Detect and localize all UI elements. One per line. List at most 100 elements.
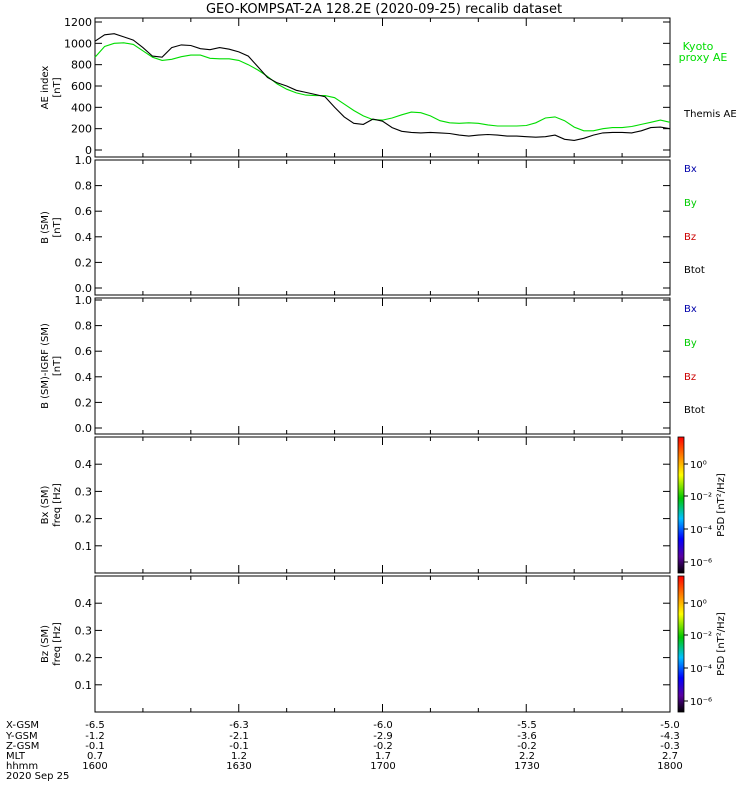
series-kyoto-proxy-ae <box>94 42 671 132</box>
ephemeris-value: 0.7 <box>87 751 103 762</box>
y-tick-label: 0.2 <box>75 652 93 665</box>
colorbar-gradient <box>677 436 685 574</box>
y-axis-label-line: [nT] <box>52 356 63 376</box>
colorbar-tick-label: 10⁻² <box>690 492 712 503</box>
ephemeris-value: -6.5 <box>85 720 105 731</box>
y-tick-label: 1000 <box>64 37 92 50</box>
ephemeris-value: -0.2 <box>517 741 537 752</box>
legend-btot: Btot <box>684 405 705 416</box>
colorbar-tick-label: 10⁰ <box>690 460 707 471</box>
ephemeris-value: 2.7 <box>662 751 678 762</box>
colorbar-tick-label: 10⁻² <box>690 631 712 642</box>
ephemeris-value: -0.1 <box>85 741 105 752</box>
panel-frame <box>94 297 671 435</box>
ephemeris-value: -5.5 <box>517 720 537 731</box>
panel-b_sm: 0.0 0.2 0.4 0.6 0.8 1.0 B (SM) [nT] Bx By Bz Btot <box>40 154 705 296</box>
ephemeris-value: 1800 <box>657 761 682 772</box>
legend-bx: Bx <box>684 304 697 315</box>
ephemeris-row-label: MLT <box>6 751 26 762</box>
ephemeris-value: -2.9 <box>373 731 393 742</box>
panel-frame <box>94 159 671 296</box>
y-axis-label: Bx (SM) freq [Hz] <box>40 483 63 527</box>
legend-btot: Btot <box>684 265 705 276</box>
legend-by: By <box>684 338 697 349</box>
ephemeris-date: 2020 Sep 25 <box>6 771 69 782</box>
y-tick-label: 0.2 <box>75 256 93 269</box>
colorbar-gradient <box>677 575 685 713</box>
colorbar-tick-label: 10⁻⁴ <box>690 525 712 536</box>
y-tick-label: 0 <box>85 144 92 157</box>
legend-kyoto: Kyoto <box>683 40 714 53</box>
y-axis-label-line: [nT] <box>52 217 63 237</box>
y-tick-label: 0.0 <box>75 422 93 435</box>
y-tick-label: 1.0 <box>75 294 93 307</box>
ephemeris-row-label: X-GSM <box>6 720 39 731</box>
y-axis-label: B (SM)-IGRF (SM) [nT] <box>40 323 63 409</box>
y-axis-label: AE index [nT] <box>40 66 63 110</box>
panel-ae: 0 200 400 600 800 1000 1200 AE index [nT] Kyotopr… <box>40 16 737 158</box>
y-tick-label: 0.8 <box>75 320 93 333</box>
ephemeris-value: -0.1 <box>229 741 249 752</box>
y-axis-label-line: B (SM) <box>40 211 51 244</box>
plot-title: GEO-KOMPSAT-2A 128.2E (2020-09-25) recal… <box>206 2 562 17</box>
y-axis-label-line: Bx (SM) <box>40 486 51 525</box>
ephemeris-value: -6.3 <box>229 720 249 731</box>
colorbar-label: PSD [nT²/Hz] <box>716 612 727 676</box>
ephemeris-row-label: hhmm <box>6 761 38 772</box>
y-tick-label: 0.4 <box>75 371 93 384</box>
y-tick-label: 200 <box>71 123 92 136</box>
y-tick-label: 0.1 <box>75 540 93 553</box>
ephemeris-value: -2.1 <box>229 731 249 742</box>
panel-bz_spec: 0.10.20.30.4Bz (SM) freq [Hz]10⁰10⁻²10⁻⁴1… <box>40 575 727 713</box>
y-axis-label: B (SM) [nT] <box>40 211 63 244</box>
y-tick-label: 0.2 <box>75 513 93 526</box>
y-tick-label: 0.3 <box>75 624 93 637</box>
y-tick-label: 1200 <box>64 16 92 29</box>
ephemeris-value: -5.0 <box>660 720 680 731</box>
ephemeris-value: 1600 <box>82 761 107 772</box>
y-tick-label: 0.8 <box>75 180 93 193</box>
colorbar-tick-label: 10⁻⁶ <box>690 697 712 708</box>
legend-by: By <box>684 198 697 209</box>
y-axis-label-line: freq [Hz] <box>52 483 63 527</box>
y-axis-label-line: Bz (SM) <box>40 625 51 663</box>
panel-bx_spec: 0.10.20.30.4Bx (SM) freq [Hz]10⁰10⁻²10⁻⁴1… <box>40 436 727 574</box>
y-tick-label: 0.0 <box>75 282 93 295</box>
ephemeris-value: 1700 <box>370 761 395 772</box>
y-tick-label: 0.4 <box>75 458 93 471</box>
ephemeris-value: -3.6 <box>517 731 537 742</box>
legend-bz: Bz <box>684 372 696 383</box>
y-tick-label: 600 <box>71 80 92 93</box>
legend-bz: Bz <box>684 232 696 243</box>
ephemeris-row-label: Y-GSM <box>5 731 38 742</box>
colorbar: 10⁰ 10⁻² 10⁻⁴ 10⁻⁶ PSD [nT²/Hz] <box>677 575 727 713</box>
y-tick-label: 0.3 <box>75 485 93 498</box>
y-axis-label-line: AE index <box>40 66 51 110</box>
colorbar-tick-label: 10⁻⁶ <box>690 558 712 569</box>
y-tick-label: 0.6 <box>75 345 93 358</box>
y-tick-label: 800 <box>71 59 92 72</box>
ephemeris-value: 1.7 <box>375 751 391 762</box>
ephemeris-value: -0.3 <box>660 741 680 752</box>
series-themis-ae <box>94 33 671 141</box>
y-axis-label-line: freq [Hz] <box>52 622 63 666</box>
panel-frame <box>94 17 671 158</box>
y-axis-label-line: B (SM)-IGRF (SM) <box>40 323 51 409</box>
y-axis-label-line: [nT] <box>52 77 63 97</box>
ephemeris-value: 2.2 <box>519 751 535 762</box>
panel-frame <box>94 575 671 713</box>
panel-b_igrf: 0.0 0.2 0.4 0.6 0.8 1.0 B (SM)-IGRF (SM) [nT] Bx… <box>40 294 705 435</box>
colorbar-label: PSD [nT²/Hz] <box>716 473 727 537</box>
colorbar-tick-label: 10⁻⁴ <box>690 664 712 675</box>
legend-kyoto: proxy AE <box>679 51 728 64</box>
ephemeris-value: 1630 <box>226 761 251 772</box>
ephemeris-value: -0.2 <box>373 741 393 752</box>
legend-bx: Bx <box>684 164 697 175</box>
ephemeris-value: -1.2 <box>85 731 105 742</box>
colorbar-tick-label: 10⁰ <box>690 599 707 610</box>
ephemeris-value: 1730 <box>514 761 539 772</box>
ephemeris-row-label: Z-GSM <box>6 741 39 752</box>
colorbar: 10⁰ 10⁻² 10⁻⁴ 10⁻⁶ PSD [nT²/Hz] <box>677 436 727 574</box>
ephemeris-value: 1.2 <box>231 751 247 762</box>
